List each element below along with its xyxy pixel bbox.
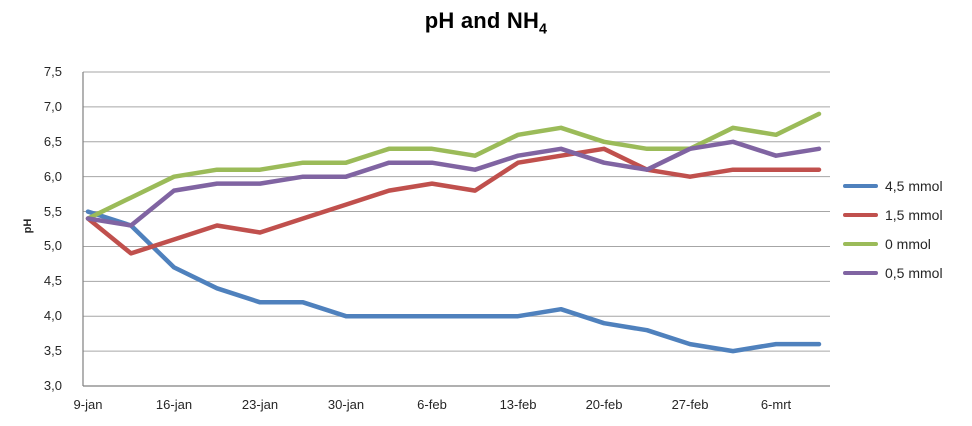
- legend-line-sample: [843, 271, 878, 275]
- legend-entry-0: 4,5 mmol: [843, 178, 943, 194]
- legend-entry-2: 0 mmol: [843, 236, 943, 252]
- legend-label: 0 mmol: [885, 236, 931, 252]
- x-tick-label: 6-mrt: [760, 397, 792, 412]
- legend-line-sample: [843, 242, 878, 246]
- x-tick-label: 20-feb: [585, 397, 623, 412]
- chart-title-subscript: 4: [539, 21, 548, 38]
- y-tick-label: 4,5: [43, 273, 62, 289]
- y-tick-label: 4,0: [43, 308, 62, 324]
- legend-entry-3: 0,5 mmol: [843, 265, 943, 281]
- legend-label: 0,5 mmol: [885, 265, 943, 281]
- y-tick-label: 6,5: [43, 133, 62, 149]
- y-tick-label: 7,5: [43, 64, 62, 79]
- legend-label: 4,5 mmol: [885, 178, 943, 194]
- series-line-1: [85, 146, 822, 256]
- y-tick-label: 5,5: [43, 203, 62, 219]
- x-tick-label: 30-jan: [327, 397, 365, 412]
- legend-line-sample: [843, 184, 878, 188]
- series-line-3: [85, 139, 822, 228]
- legend: 4,5 mmol 1,5 mmol 0 mmol 0,5 mmol: [843, 178, 943, 281]
- legend-line-sample: [843, 213, 878, 217]
- x-tick-label: 27-feb: [671, 397, 709, 412]
- y-tick-label: 6,0: [43, 168, 62, 184]
- legend-label: 1,5 mmol: [885, 207, 943, 223]
- legend-entry-1: 1,5 mmol: [843, 207, 943, 223]
- chart-title-text: pH and NH: [424, 8, 540, 33]
- series-line-0: [85, 209, 822, 354]
- y-tick-label: 5,0: [43, 238, 62, 254]
- x-tick-label: 6-feb: [417, 397, 447, 412]
- x-tick-label: 13-feb: [499, 397, 537, 412]
- y-tick-label: 3,5: [43, 343, 62, 359]
- x-tick-label: 23-jan: [241, 397, 279, 412]
- x-tick-label: 9-jan: [73, 397, 103, 412]
- chart-title: pH and NH4: [0, 8, 972, 37]
- series-line-2: [85, 111, 822, 221]
- x-tick-label: 16-jan: [155, 397, 193, 412]
- y-tick-label: 7,0: [43, 98, 62, 114]
- y-tick-label: 3,0: [43, 378, 62, 393]
